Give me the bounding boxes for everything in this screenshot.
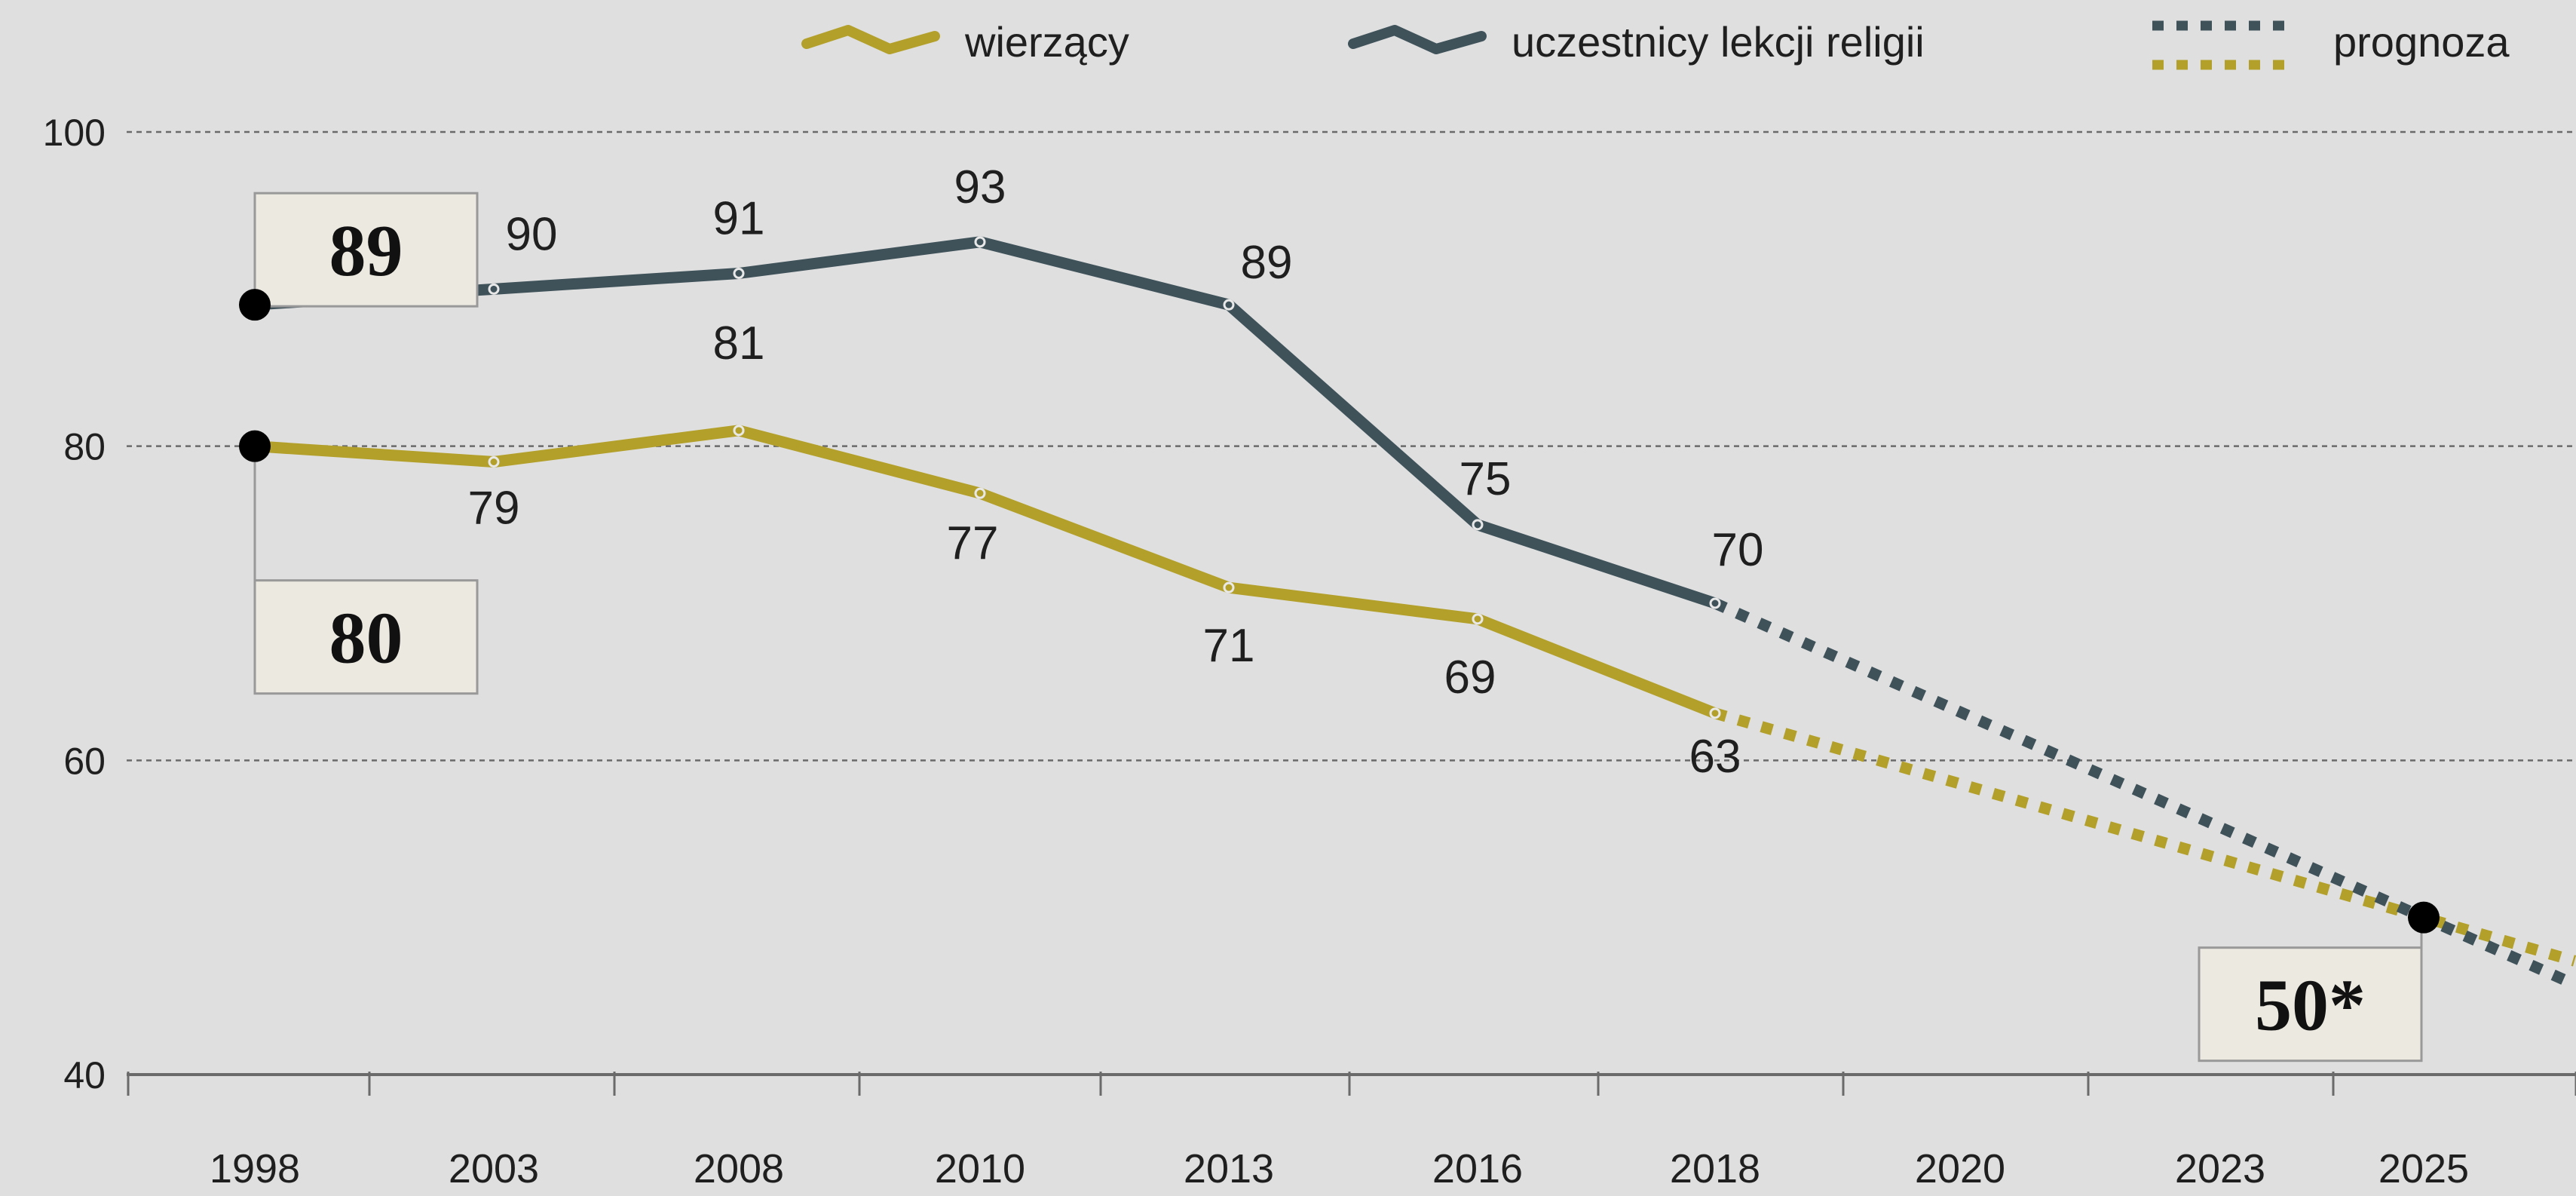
- data-labels: 79 81 77 71 69 63 90 91 93 89 75 70: [468, 161, 1764, 783]
- data-point: [733, 425, 745, 437]
- x-tick-label: 2008: [694, 1146, 784, 1191]
- data-label: 90: [506, 208, 558, 260]
- x-tick-label: 2003: [449, 1146, 539, 1191]
- x-tick-label: 2018: [1670, 1146, 1760, 1191]
- x-axis: 1998 2003 2008 2010 2013 2016 2018 2020 2023 2025: [127, 1072, 2576, 1191]
- data-point: [1223, 581, 1235, 593]
- data-label: 63: [1689, 731, 1741, 783]
- data-point: [733, 268, 745, 279]
- data-label: 69: [1444, 652, 1496, 704]
- x-tick-label: 2023: [2175, 1146, 2265, 1191]
- series-lines: [249, 236, 2576, 990]
- forecast-line: [1713, 707, 2576, 967]
- data-label: 93: [954, 161, 1006, 213]
- callout-box: [253, 192, 479, 308]
- legend-swatch-1: [1348, 25, 1487, 54]
- y-tick-label: 40: [63, 1054, 106, 1096]
- data-point: [974, 487, 986, 499]
- data-point: [488, 283, 500, 295]
- x-tick-label: 1998: [210, 1146, 300, 1191]
- callout-boxes: 89 80 50*: [239, 192, 2440, 1063]
- legend-label: prognoza: [2333, 18, 2510, 66]
- data-point: [488, 456, 500, 468]
- legend-swatch-0: [801, 25, 940, 54]
- y-tick-label: 100: [43, 112, 106, 154]
- callout-value: 80: [329, 598, 403, 679]
- data-label: 71: [1203, 620, 1255, 672]
- callout-marker: [239, 289, 271, 321]
- y-tick-label: 80: [63, 426, 106, 468]
- x-tick-label: 2010: [935, 1146, 1025, 1191]
- series-line-1: [249, 236, 1721, 609]
- series-line-0: [249, 425, 1721, 719]
- callout-value: 89: [329, 210, 403, 292]
- data-point: [1472, 613, 1484, 625]
- data-label: 79: [468, 483, 520, 535]
- y-tick-label: 60: [63, 740, 106, 782]
- callout-marker: [2408, 901, 2440, 934]
- data-point: [1472, 519, 1484, 531]
- data-point: [1709, 707, 1721, 719]
- callout-marker: [239, 430, 271, 462]
- data-label: 70: [1712, 524, 1764, 576]
- callout-value: 50*: [2255, 965, 2366, 1047]
- x-tick-label: 2025: [2378, 1146, 2469, 1191]
- callout-box: [253, 579, 479, 695]
- data-point: [1709, 597, 1721, 609]
- gridlines: 100 80 60 40: [43, 112, 2576, 1096]
- forecast-line: [1712, 598, 2576, 990]
- x-tick-label: 2020: [1915, 1146, 2005, 1191]
- data-point: [974, 236, 986, 248]
- x-tick-label: 2016: [1432, 1146, 1523, 1191]
- data-label: 91: [713, 193, 765, 245]
- data-label: 77: [947, 517, 999, 569]
- data-point: [1223, 299, 1235, 311]
- data-label: 75: [1460, 453, 1512, 505]
- data-label: 81: [713, 317, 765, 370]
- legend-label: wierzący: [964, 18, 1129, 66]
- legend: wierzący uczestnicy lekcji religii prognoz…: [801, 18, 2510, 70]
- x-tick-label: 2013: [1184, 1146, 1274, 1191]
- callout-box: [2198, 946, 2423, 1063]
- legend-label: uczestnicy lekcji religii: [1512, 18, 1925, 66]
- data-label: 89: [1241, 237, 1293, 289]
